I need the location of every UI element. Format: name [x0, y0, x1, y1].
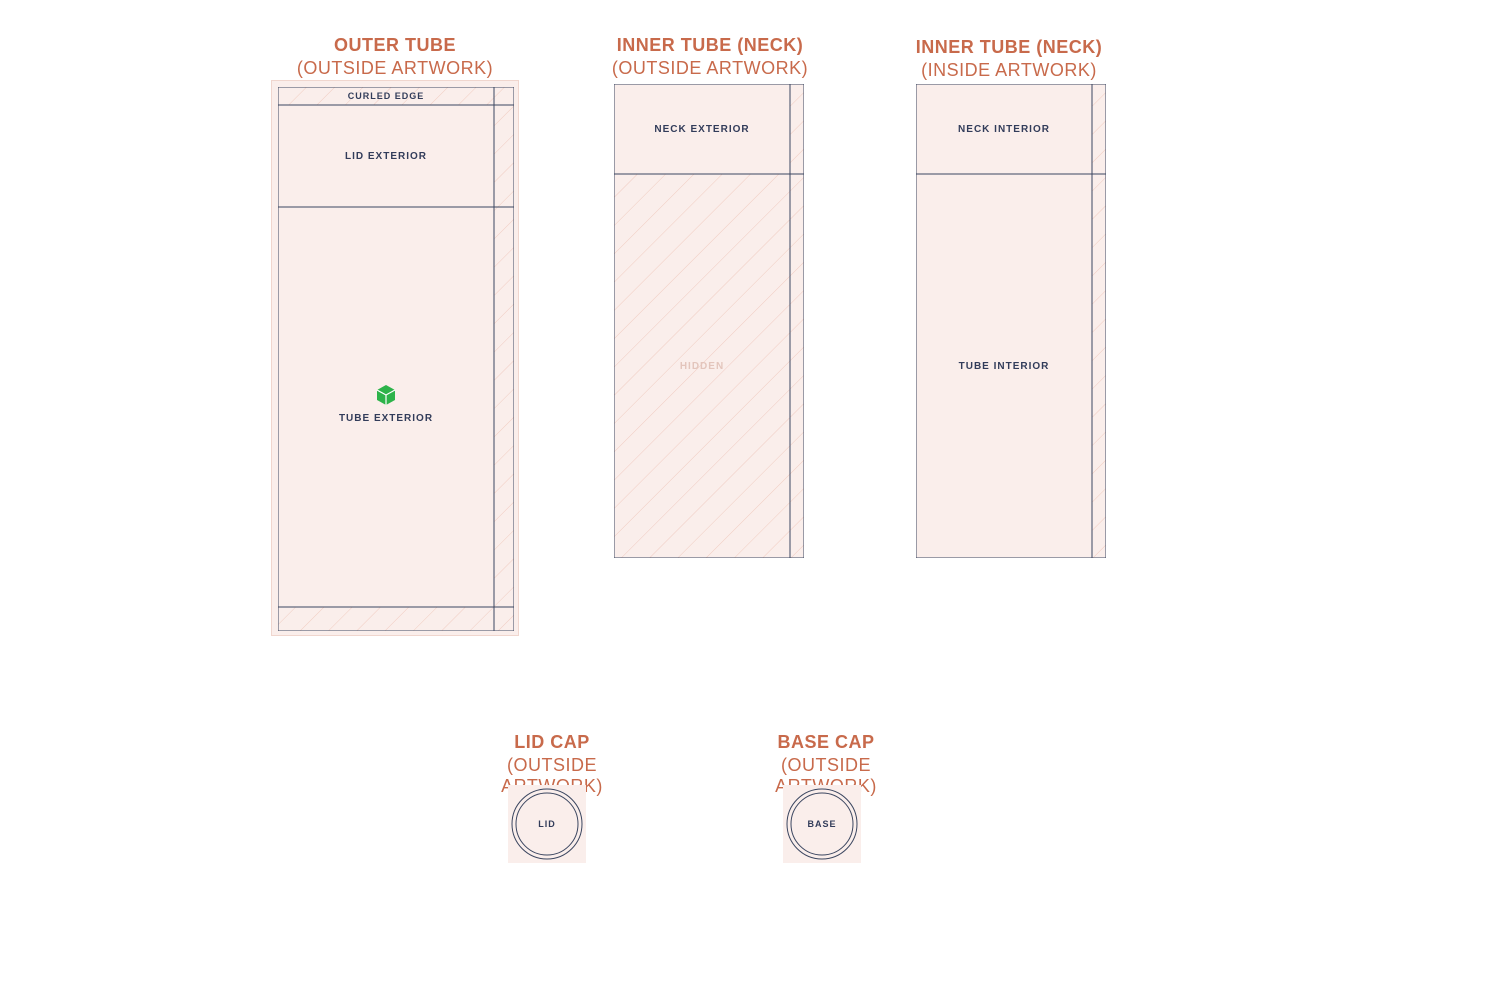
- outer-tube-title: OUTER TUBE(OUTSIDE ARTWORK): [270, 35, 520, 79]
- svg-text:HIDDEN: HIDDEN: [680, 361, 724, 372]
- dieline-canvas: OUTER TUBE(OUTSIDE ARTWORK)CURLED EDGELI…: [0, 0, 1500, 1000]
- base-cap-panel: BASE: [783, 785, 861, 863]
- base-cap-title-main: BASE CAP: [746, 732, 906, 753]
- inner-tube-outside-title-main: INNER TUBE (NECK): [585, 35, 835, 56]
- svg-text:TUBE INTERIOR: TUBE INTERIOR: [959, 361, 1050, 372]
- svg-text:LID EXTERIOR: LID EXTERIOR: [345, 151, 427, 162]
- inner-tube-inside-title-sub: (INSIDE ARTWORK): [884, 60, 1134, 81]
- svg-text:CURLED EDGE: CURLED EDGE: [348, 91, 425, 101]
- outer-tube-panel: CURLED EDGE LID EXTERIOR TUBE EXTERIOR: [271, 80, 519, 636]
- inner-tube-outside-title-sub: (OUTSIDE ARTWORK): [585, 58, 835, 79]
- outer-tube-title-sub: (OUTSIDE ARTWORK): [270, 58, 520, 79]
- inner-tube-inside-title: INNER TUBE (NECK)(INSIDE ARTWORK): [884, 37, 1134, 81]
- inner-tube-inside-title-main: INNER TUBE (NECK): [884, 37, 1134, 58]
- svg-text:LID: LID: [538, 819, 556, 829]
- svg-text:NECK INTERIOR: NECK INTERIOR: [958, 124, 1050, 135]
- lid-cap-panel: LID: [508, 785, 586, 863]
- lid-cap-title-main: LID CAP: [472, 732, 632, 753]
- inner-tube-inside-panel: NECK INTERIOR TUBE INTERIOR: [916, 84, 1106, 558]
- svg-text:TUBE EXTERIOR: TUBE EXTERIOR: [339, 413, 433, 424]
- inner-tube-outside-panel: NECK EXTERIOR HIDDEN: [614, 84, 804, 558]
- svg-text:BASE: BASE: [807, 819, 836, 829]
- outer-tube-title-main: OUTER TUBE: [270, 35, 520, 56]
- svg-text:NECK EXTERIOR: NECK EXTERIOR: [654, 124, 749, 135]
- inner-tube-outside-title: INNER TUBE (NECK)(OUTSIDE ARTWORK): [585, 35, 835, 79]
